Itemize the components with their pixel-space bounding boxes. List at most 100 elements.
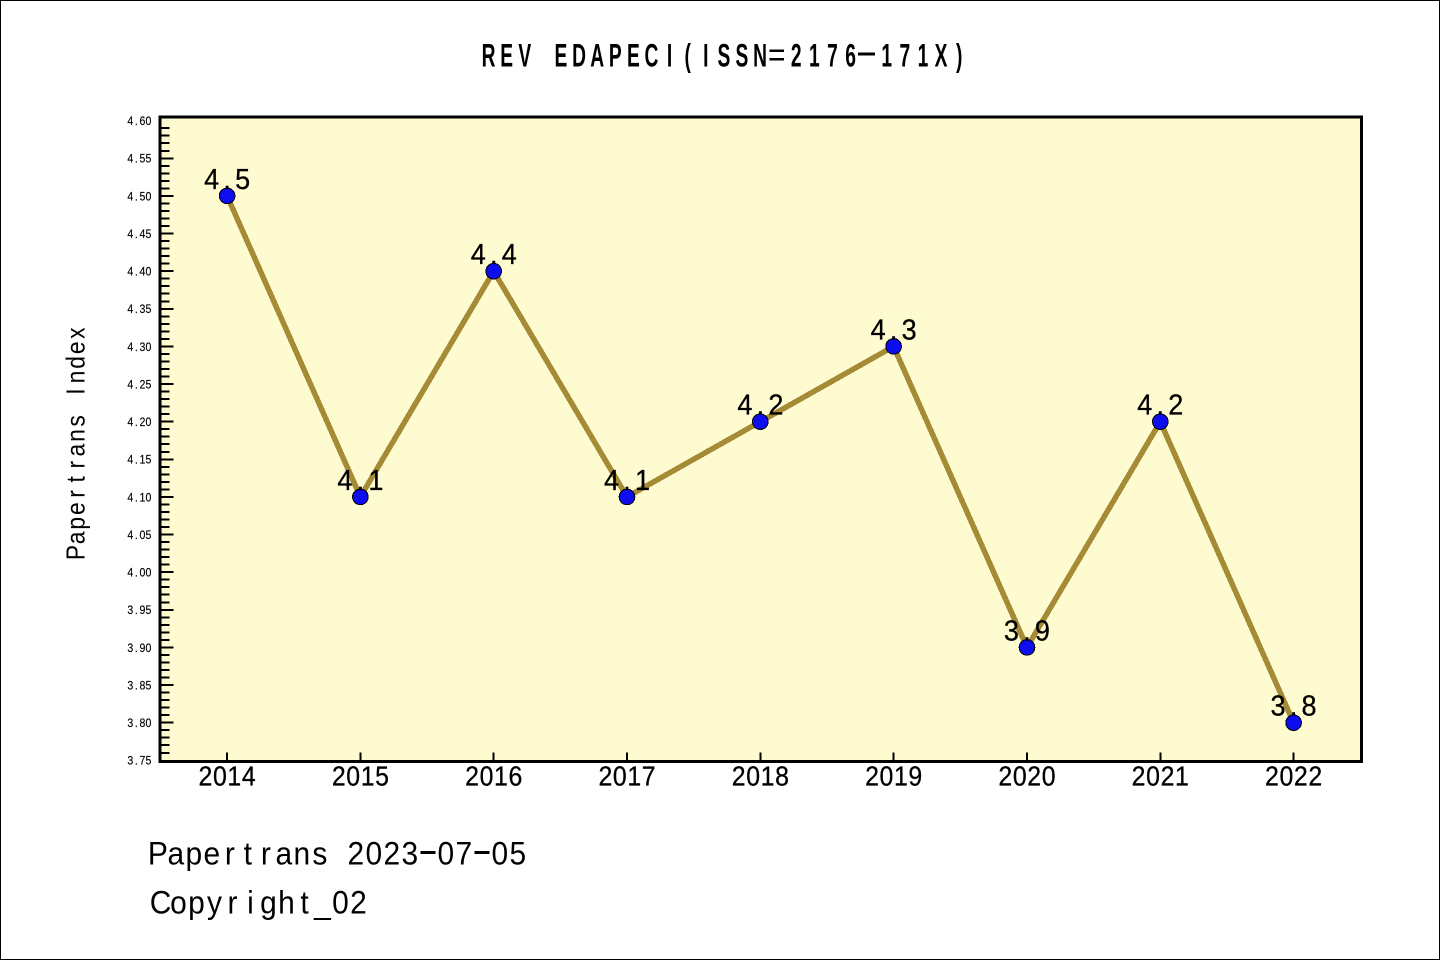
svg-text:2: 2 xyxy=(332,760,346,792)
svg-text:E: E xyxy=(500,37,513,73)
svg-text:0: 0 xyxy=(146,417,152,430)
svg-text:5: 5 xyxy=(146,379,152,392)
svg-text:s: s xyxy=(62,415,91,426)
svg-text:0: 0 xyxy=(146,266,152,279)
svg-text:r: r xyxy=(225,835,235,871)
svg-text:0: 0 xyxy=(146,191,152,204)
svg-text:2: 2 xyxy=(865,760,879,792)
svg-text:2: 2 xyxy=(1132,760,1146,792)
svg-text:4: 4 xyxy=(127,228,133,241)
svg-text:V: V xyxy=(518,37,531,73)
svg-text:P: P xyxy=(148,835,168,871)
svg-text:0: 0 xyxy=(1042,760,1056,792)
svg-text:1: 1 xyxy=(761,760,775,792)
svg-text:e: e xyxy=(203,835,220,871)
svg-text:2: 2 xyxy=(139,379,145,392)
svg-text:5: 5 xyxy=(146,680,152,693)
svg-text:0: 0 xyxy=(437,835,454,871)
svg-text:3: 3 xyxy=(902,314,917,346)
svg-text:0: 0 xyxy=(146,341,152,354)
svg-text:1: 1 xyxy=(361,760,375,792)
svg-text:.: . xyxy=(135,642,138,655)
svg-text:E: E xyxy=(627,37,640,73)
svg-text:.: . xyxy=(890,314,898,346)
svg-text:0: 0 xyxy=(146,718,152,731)
svg-text:r: r xyxy=(228,885,238,921)
svg-text:a: a xyxy=(167,835,184,871)
svg-text:2: 2 xyxy=(1168,389,1183,421)
svg-text:y: y xyxy=(207,885,222,921)
svg-text:.: . xyxy=(135,341,138,354)
svg-text:2: 2 xyxy=(1027,760,1041,792)
svg-text:1: 1 xyxy=(1175,760,1189,792)
svg-text:I: I xyxy=(62,388,91,394)
svg-text:0: 0 xyxy=(1146,760,1160,792)
svg-text:5: 5 xyxy=(139,191,145,204)
svg-text:0: 0 xyxy=(332,885,349,921)
svg-text:t: t xyxy=(300,885,309,921)
svg-text:.: . xyxy=(135,116,138,129)
svg-text:.: . xyxy=(135,191,138,204)
svg-text:4: 4 xyxy=(1137,389,1152,421)
svg-text:N: N xyxy=(753,37,767,73)
svg-text:r: r xyxy=(62,490,91,498)
svg-text:5: 5 xyxy=(146,304,152,317)
svg-text:X: X xyxy=(935,37,948,73)
svg-text:a: a xyxy=(62,531,91,544)
svg-text:7: 7 xyxy=(900,37,911,73)
svg-text:5: 5 xyxy=(146,228,152,241)
svg-text:4: 4 xyxy=(127,567,133,580)
svg-text:.: . xyxy=(135,529,138,542)
svg-text:x: x xyxy=(62,327,91,338)
svg-text:1: 1 xyxy=(627,760,641,792)
svg-text:8: 8 xyxy=(1302,690,1317,722)
svg-text:P: P xyxy=(62,545,91,560)
svg-text:7: 7 xyxy=(139,755,145,768)
svg-text:.: . xyxy=(135,153,138,166)
svg-text:I: I xyxy=(703,37,708,73)
svg-text:4: 4 xyxy=(127,492,133,505)
svg-text:7: 7 xyxy=(455,835,472,871)
svg-text:s: s xyxy=(312,835,327,871)
svg-text:6: 6 xyxy=(139,116,145,129)
svg-text:C: C xyxy=(150,885,172,921)
svg-text:a: a xyxy=(275,835,292,871)
svg-text:4: 4 xyxy=(127,379,133,392)
svg-text:P: P xyxy=(609,37,622,73)
svg-text:4: 4 xyxy=(139,228,145,241)
svg-text:A: A xyxy=(590,37,604,73)
svg-text:.: . xyxy=(135,492,138,505)
svg-text:4: 4 xyxy=(127,529,133,542)
svg-text:E: E xyxy=(555,37,568,73)
svg-text:0: 0 xyxy=(146,116,152,129)
svg-text:3: 3 xyxy=(401,835,418,871)
svg-text:4: 4 xyxy=(127,266,133,279)
svg-text:1: 1 xyxy=(139,454,145,467)
svg-text:6: 6 xyxy=(508,760,522,792)
svg-text:5: 5 xyxy=(235,163,250,195)
svg-text:i: i xyxy=(247,885,254,921)
svg-text:1: 1 xyxy=(635,464,650,496)
svg-text:3: 3 xyxy=(127,755,133,768)
svg-text:.: . xyxy=(1023,615,1031,647)
svg-text:9: 9 xyxy=(1035,615,1050,647)
svg-text:2: 2 xyxy=(465,760,479,792)
svg-text:4: 4 xyxy=(502,238,517,270)
svg-text:2: 2 xyxy=(1161,760,1175,792)
svg-text:0: 0 xyxy=(746,760,760,792)
svg-text:S: S xyxy=(736,37,749,73)
svg-text:h: h xyxy=(278,885,295,921)
svg-text:0: 0 xyxy=(146,492,152,505)
svg-text:1: 1 xyxy=(809,37,820,73)
svg-text:g: g xyxy=(260,885,277,921)
svg-text:e: e xyxy=(62,341,91,354)
svg-text:.: . xyxy=(223,163,231,195)
svg-text:5: 5 xyxy=(146,605,152,618)
svg-text:0: 0 xyxy=(1279,760,1293,792)
svg-text:a: a xyxy=(62,443,91,456)
svg-text:.: . xyxy=(135,228,138,241)
svg-text:2: 2 xyxy=(732,760,746,792)
svg-text:8: 8 xyxy=(775,760,789,792)
svg-text:3: 3 xyxy=(139,304,145,317)
svg-text:C: C xyxy=(645,37,659,73)
